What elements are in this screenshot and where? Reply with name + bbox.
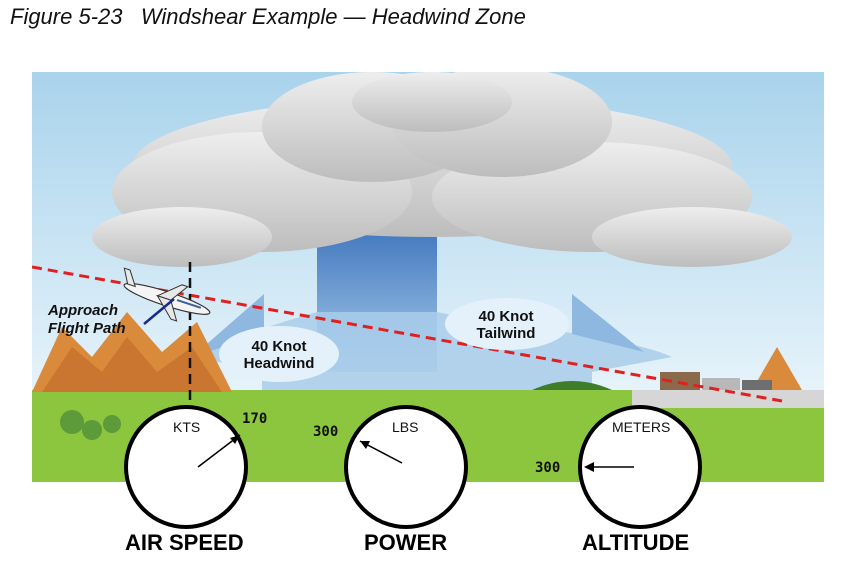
tailwind-line2: Tailwind — [476, 325, 536, 342]
tree-line — [532, 381, 612, 390]
airspeed-unit: KTS — [173, 419, 201, 435]
runway — [632, 390, 824, 408]
tailwind-bubble — [445, 298, 569, 350]
headwind-line2: Headwind — [243, 355, 315, 372]
thunderstorm-cloud — [92, 72, 792, 267]
altitude-label: ALTITUDE — [582, 530, 690, 555]
headwind-bubble — [219, 326, 339, 382]
power-label: POWER — [364, 530, 448, 555]
approach-pointer — [143, 298, 175, 325]
mountains-left — [32, 312, 232, 440]
mountain-right — [752, 347, 802, 390]
tailwind-label: 40 Knot Tailwind — [446, 308, 566, 342]
figure-title: Figure 5-23 Windshear Example — Headwind… — [10, 4, 526, 29]
tailwind-line1: 40 Knot — [478, 308, 534, 325]
power-value: 300 — [313, 424, 339, 440]
altitude-unit: METERS — [612, 419, 671, 435]
power-unit: LBS — [392, 419, 419, 435]
altitude-gauge — [578, 405, 702, 529]
altitude-value: 300 — [535, 460, 561, 476]
approach-flight-path-label: Approach Flight Path — [48, 302, 126, 338]
airspeed-gauge — [124, 405, 248, 529]
scene-illustration — [32, 72, 824, 482]
headwind-line1: 40 Knot — [251, 338, 307, 355]
power-gauge — [344, 405, 468, 529]
airspeed-value: 170 — [242, 411, 268, 427]
airplane-icon — [123, 267, 211, 322]
windshear-scene — [32, 72, 824, 482]
airspeed-label: AIR SPEED — [125, 530, 244, 555]
approach-label-line1: Approach — [48, 302, 119, 319]
approach-label-line2: Flight Path — [48, 320, 126, 337]
headwind-label: 40 Knot Headwind — [219, 338, 339, 372]
